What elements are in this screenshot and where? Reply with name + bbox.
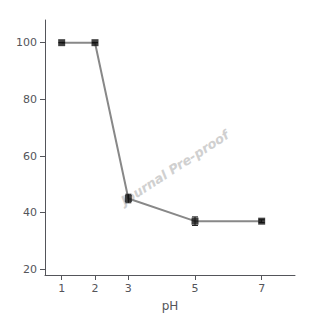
svg-text:5: 5 (192, 282, 199, 295)
svg-text:3: 3 (125, 282, 132, 295)
svg-text:Journal Pre-proof: Journal Pre-proof (116, 126, 234, 210)
svg-text:7: 7 (258, 282, 265, 295)
svg-text:60: 60 (23, 150, 37, 163)
svg-text:80: 80 (23, 93, 37, 106)
svg-text:20: 20 (23, 263, 37, 276)
svg-text:40: 40 (23, 206, 37, 219)
svg-text:100: 100 (16, 36, 37, 49)
svg-text:pH: pH (162, 299, 179, 313)
svg-text:1: 1 (58, 282, 65, 295)
svg-text:2: 2 (92, 282, 99, 295)
